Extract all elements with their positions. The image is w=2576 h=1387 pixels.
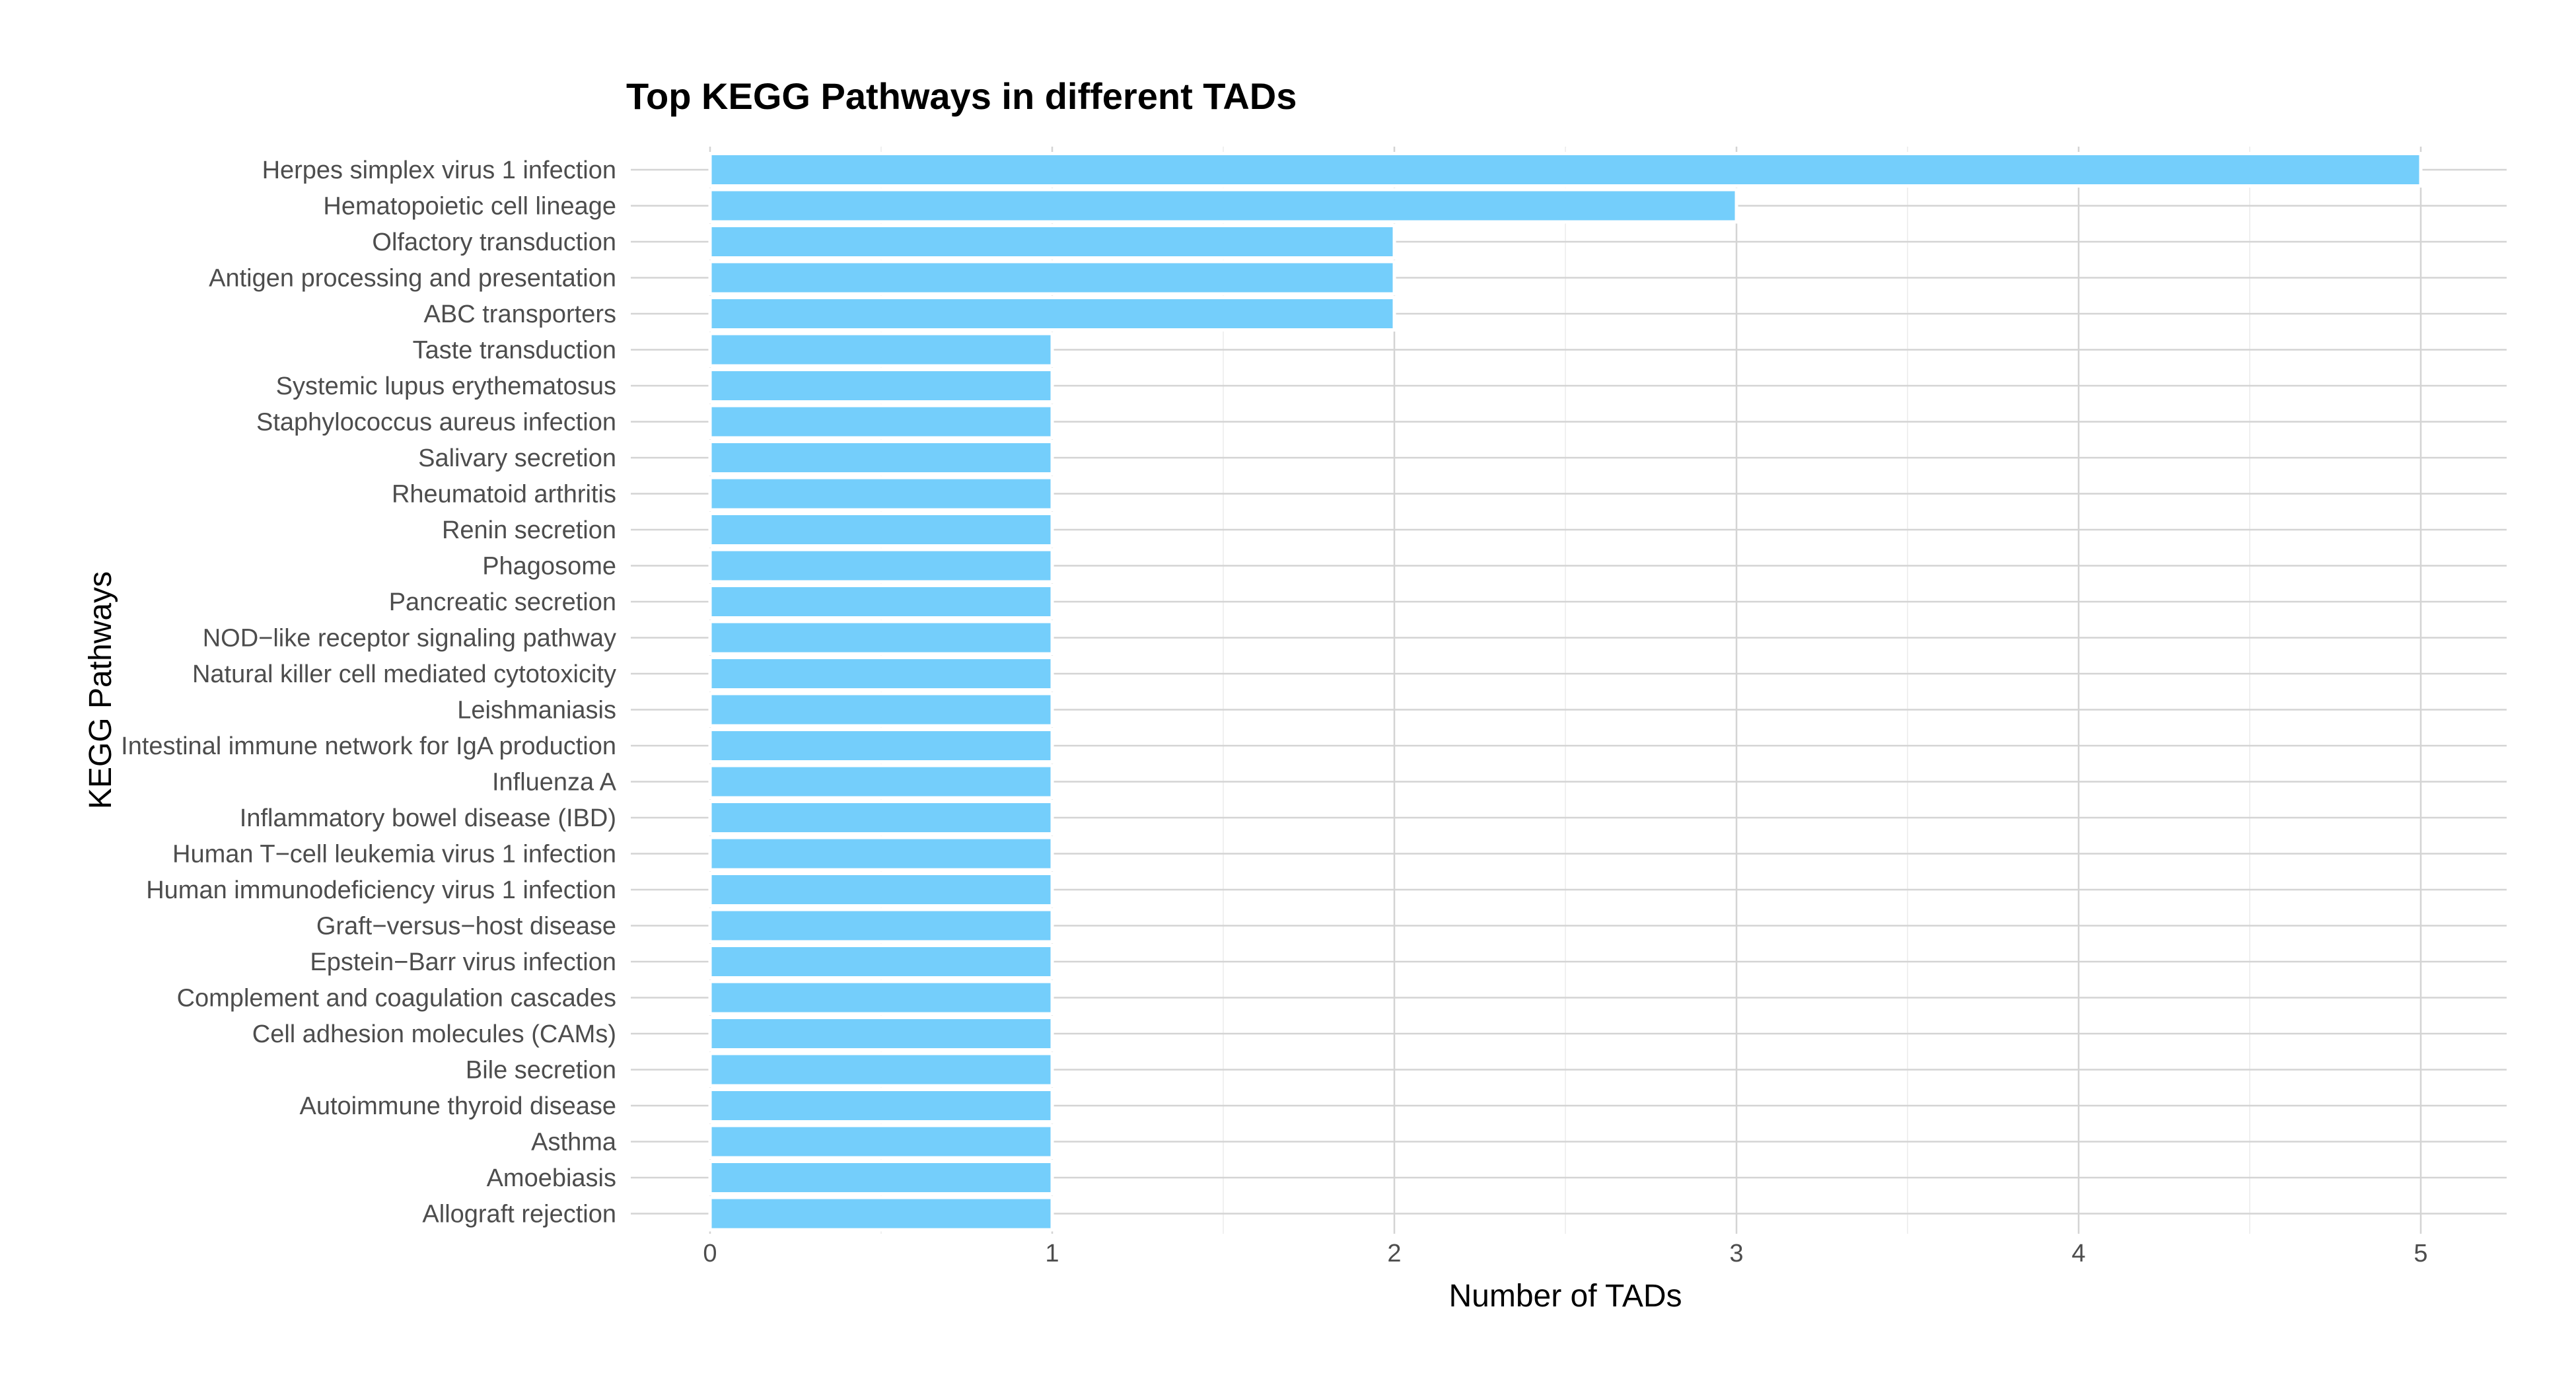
category-label: Amoebiasis — [487, 1164, 616, 1192]
x-tick-label: 0 — [703, 1240, 717, 1267]
category-label: Renin secretion — [442, 516, 616, 544]
y-axis-title: KEGG Pathways — [83, 571, 118, 809]
category-label: Phagosome — [482, 553, 616, 581]
category-label: Complement and coagulation cascades — [177, 985, 616, 1013]
category-labels: Herpes simplex virus 1 infection Hematopo… — [121, 157, 617, 1228]
bar — [708, 764, 1054, 800]
bar — [708, 332, 1054, 368]
bar — [708, 907, 1054, 944]
category-label: NOD−like receptor signaling pathway — [203, 625, 616, 653]
category-label: Taste transduction — [413, 337, 616, 365]
category-label: Inflammatory bowel disease (IBD) — [240, 804, 616, 832]
bar — [708, 728, 1054, 764]
bar — [708, 476, 1054, 512]
bar — [708, 368, 1054, 404]
bar — [708, 260, 1396, 296]
category-label: Herpes simplex virus 1 infection — [262, 157, 616, 184]
category-label: Influenza A — [492, 769, 617, 797]
bar — [708, 656, 1054, 692]
bar — [708, 152, 2423, 188]
bar — [708, 620, 1054, 656]
bar — [708, 1195, 1054, 1232]
category-label: Staphylococcus aureus infection — [256, 409, 616, 437]
bar — [708, 296, 1396, 332]
x-tick-labels: 0 1 2 3 4 5 — [703, 1240, 2427, 1267]
category-label: Allograft rejection — [422, 1201, 616, 1228]
bar — [708, 224, 1396, 260]
bar — [708, 1016, 1054, 1051]
x-tick-label: 1 — [1045, 1240, 1059, 1267]
bar — [708, 548, 1054, 584]
category-label: Hematopoietic cell lineage — [323, 193, 616, 221]
bar — [708, 872, 1054, 907]
bar — [708, 979, 1054, 1016]
category-label: ABC transporters — [424, 301, 616, 328]
category-label: Systemic lupus erythematosus — [276, 373, 616, 400]
bar — [708, 440, 1054, 476]
bars — [708, 152, 2423, 1232]
category-label: Antigen processing and presentation — [209, 265, 616, 293]
category-label: Human immunodeficiency virus 1 infection — [146, 876, 616, 904]
category-label: Salivary secretion — [418, 445, 616, 472]
bar — [708, 188, 1738, 224]
bar — [708, 584, 1054, 620]
category-label: Bile secretion — [466, 1057, 616, 1085]
x-tick-label: 4 — [2071, 1240, 2085, 1267]
category-label: Human T−cell leukemia virus 1 infection — [172, 841, 616, 869]
bar — [708, 512, 1054, 548]
x-tick-label: 2 — [1387, 1240, 1401, 1267]
category-label: Autoimmune thyroid disease — [300, 1092, 616, 1120]
chart-title: Top KEGG Pathways in different TADs — [626, 75, 1297, 117]
category-label: Epstein−Barr virus infection — [310, 948, 616, 976]
bar — [708, 800, 1054, 836]
bar — [708, 1123, 1054, 1160]
bar — [708, 1160, 1054, 1195]
bar — [708, 1051, 1054, 1088]
x-tick-label: 5 — [2414, 1240, 2427, 1267]
category-label: Asthma — [531, 1129, 617, 1156]
category-label: Rheumatoid arthritis — [392, 481, 616, 509]
bar — [708, 692, 1054, 728]
category-label: Pancreatic secretion — [389, 588, 616, 616]
bar — [708, 836, 1054, 872]
category-label: Intestinal immune network for IgA produc… — [121, 732, 616, 760]
category-label: Graft−versus−host disease — [316, 913, 616, 941]
category-label: Leishmaniasis — [457, 697, 616, 725]
x-tick-label: 3 — [1729, 1240, 1743, 1267]
category-label: Cell adhesion molecules (CAMs) — [252, 1020, 616, 1048]
bar — [708, 944, 1054, 979]
x-axis-title: Number of TADs — [1449, 1279, 1682, 1314]
bar — [708, 1088, 1054, 1123]
bar — [708, 404, 1054, 440]
category-label: Natural killer cell mediated cytotoxicit… — [192, 660, 616, 688]
category-label: Olfactory transduction — [372, 229, 616, 256]
